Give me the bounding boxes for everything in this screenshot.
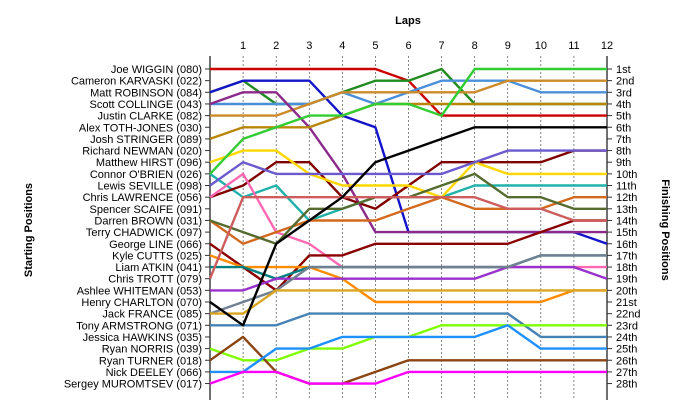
finishing-position-label: 28th <box>616 379 637 391</box>
driver-position-line <box>209 67 607 106</box>
starting-position-label: Liam ATKIN (041) <box>115 262 202 274</box>
finishing-position-label: 25th <box>616 344 637 356</box>
starting-position-label: Terry CHADWICK (097) <box>86 227 202 239</box>
starting-position-label: Jack FRANCE (085) <box>102 309 202 321</box>
finishing-position-label: 18th <box>616 262 637 274</box>
finishing-position-label: 5th <box>616 111 631 123</box>
starting-position-label: Tony ARMSTRONG (071) <box>76 320 202 332</box>
finishing-position-label: 22nd <box>616 309 640 321</box>
starting-position-label: Chris LAWRENCE (056) <box>83 192 202 204</box>
finishing-position-label: 12th <box>616 192 637 204</box>
starting-position-label: Sergey MUROMTSEV (017) <box>64 379 202 391</box>
finishing-position-label: 26th <box>616 355 637 367</box>
finishing-position-label: 7th <box>616 134 631 146</box>
starting-position-label: Ashlee WHITEMAN (053) <box>77 285 202 297</box>
driver-position-line <box>209 149 607 187</box>
finishing-position-label: 2nd <box>616 76 634 88</box>
driver-position-line <box>209 370 607 385</box>
starting-position-label: Matt ROBINSON (084) <box>90 87 202 99</box>
finishing-position-label: 16th <box>616 239 637 251</box>
starting-position-label: Scott COLLINGE (043) <box>90 99 203 111</box>
driver-position-line <box>209 67 607 175</box>
lap-tick-label: 12 <box>601 40 613 52</box>
driver-position-line <box>209 254 607 304</box>
finishing-position-label: 8th <box>616 146 631 158</box>
starting-position-label: Jessica HAWKINS (035) <box>83 332 202 344</box>
finishing-position-label: 14th <box>616 215 637 227</box>
lap-tick-label: 3 <box>306 40 312 52</box>
starting-position-label: Spencer SCAIFE (091) <box>90 204 203 216</box>
finishing-position-label: 17th <box>616 250 637 262</box>
finishing-position-label: 4th <box>616 99 631 111</box>
chart-series <box>208 67 608 385</box>
starting-position-label: Ryan TURNER (018) <box>99 355 202 367</box>
lap-tick-label: 1 <box>240 40 246 52</box>
finishing-position-label: 6th <box>616 122 631 134</box>
driver-position-line <box>209 126 607 327</box>
starting-position-label: Alex TOTH-JONES (030) <box>79 122 202 134</box>
finishing-position-label: 27th <box>616 367 637 379</box>
lap-tick-label: 5 <box>372 40 378 52</box>
finishing-position-label: 19th <box>616 274 637 286</box>
finishing-position-label: 1st <box>616 64 631 76</box>
chart-grid <box>205 56 612 400</box>
finishing-position-label: 11th <box>616 181 637 193</box>
starting-position-label: Justin CLARKE (082) <box>97 111 202 123</box>
right-axis-title: Finishing Positions <box>659 179 671 280</box>
lap-axis-labels: 1 2 3 4 5 6 7 8 9 10 11 12 <box>240 40 613 52</box>
driver-position-line <box>210 312 607 339</box>
lap-tick-label: 7 <box>439 40 445 52</box>
lap-tick-label: 8 <box>472 40 478 52</box>
lap-tick-label: 11 <box>568 40 579 52</box>
starting-position-label: Matthew HIRST (096) <box>96 157 202 169</box>
starting-position-label: Henry CHARLTON (070) <box>81 297 202 309</box>
top-axis-title: Laps <box>395 15 421 27</box>
lap-tick-label: 2 <box>273 40 279 52</box>
finishing-position-label: 10th <box>616 169 637 181</box>
finishing-position-label: 15th <box>616 227 637 239</box>
finishing-position-label: 3rd <box>616 87 632 99</box>
left-axis-title: Starting Positions <box>23 183 35 277</box>
finishing-position-label: 9th <box>616 157 631 169</box>
finishing-position-label: 24th <box>616 332 637 344</box>
starting-position-label: Joe WIGGIN (080) <box>111 64 202 76</box>
finishing-position-label: 23rd <box>616 320 638 332</box>
driver-position-line <box>209 149 607 199</box>
lap-tick-label: 6 <box>405 40 411 52</box>
starting-position-label: Kyle CUTTS (025) <box>112 250 202 262</box>
starting-position-label: Ryan NORRIS (039) <box>102 344 202 356</box>
starting-position-label: Josh STRINGER (089) <box>90 134 202 146</box>
starting-position-label: George LINE (066) <box>109 239 202 251</box>
finishing-position-label: 21st <box>616 297 637 309</box>
driver-position-line <box>210 324 607 374</box>
driver-labels: Joe WIGGIN (080)Cameron KARVASKI (022)Ma… <box>64 64 202 391</box>
starting-position-label: Darren BROWN (031) <box>94 215 202 227</box>
driver-position-line <box>210 289 607 315</box>
lap-tick-label: 4 <box>339 40 345 52</box>
driver-position-line <box>210 265 608 292</box>
driver-position-line <box>209 324 607 362</box>
starting-position-label: Lewis SEVILLE (098) <box>97 181 202 193</box>
driver-position-line <box>208 195 607 280</box>
starting-position-label: Chris TROTT (079) <box>108 274 202 286</box>
starting-position-label: Cameron KARVASKI (022) <box>71 76 202 88</box>
lap-tick-label: 9 <box>505 40 511 52</box>
starting-position-label: Richard NEWMAN (020) <box>82 146 202 158</box>
finishing-position-label: 20th <box>616 285 637 297</box>
starting-position-label: Connor O'BRIEN (026) <box>90 169 202 181</box>
finish-position-labels: 1st2nd3rd4th5th6th7th8th9th10th11th12th1… <box>616 64 640 391</box>
lap-tick-label: 10 <box>535 40 547 52</box>
driver-position-line <box>210 79 607 117</box>
starting-position-label: Nick DEELEY (066) <box>106 367 202 379</box>
finishing-position-label: 13th <box>616 204 637 216</box>
